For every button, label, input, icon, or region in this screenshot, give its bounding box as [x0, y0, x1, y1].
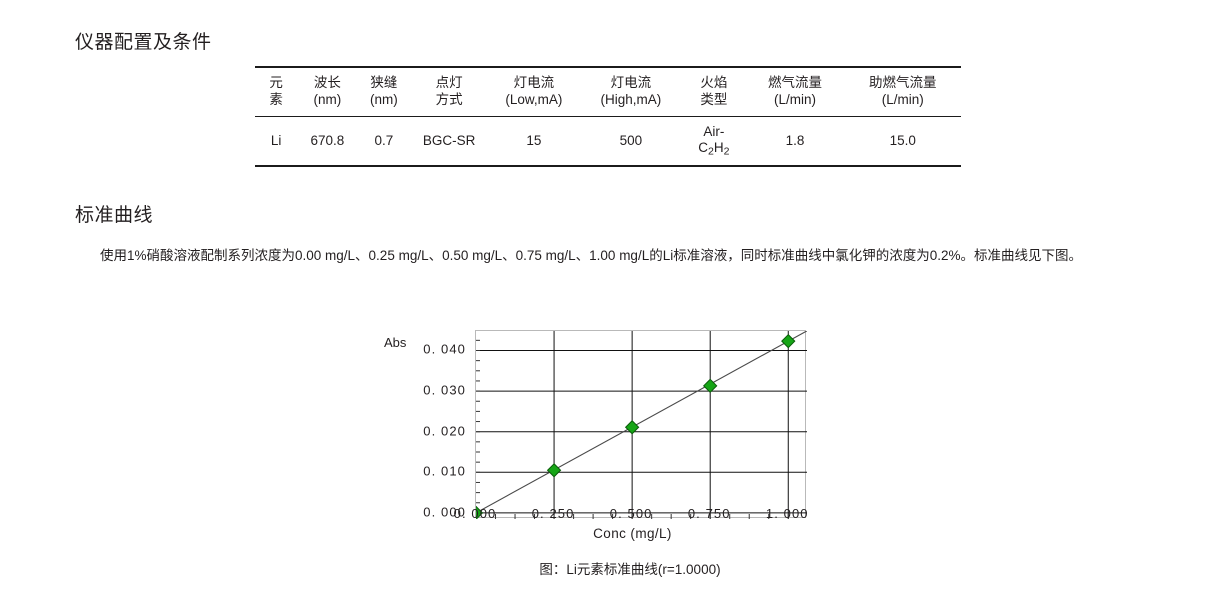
instrument-config-table: 元 素 波长 (nm) 狭缝 (nm) 点灯 方式 灯电流 (Low,mA) 灯… [255, 66, 961, 167]
cell-lamp-current-low: 15 [526, 132, 542, 148]
plot-svg [476, 331, 807, 519]
gridlines [476, 331, 807, 519]
cell-lamp-current-high: 500 [619, 132, 643, 148]
table-header-row: 元 素 波长 (nm) 狭缝 (nm) 点灯 方式 灯电流 (Low,mA) 灯… [255, 67, 961, 116]
table-header: 元 素 波长 (nm) 狭缝 (nm) 点灯 方式 灯电流 (Low,mA) 灯… [255, 67, 961, 116]
flame-type-formula: C2H2 [698, 139, 730, 158]
cell-wavelength: 670.8 [310, 132, 345, 148]
y-axis-title: Abs [384, 335, 407, 350]
y-axis-tick-label: 0. 020 [423, 423, 466, 439]
y-axis-tick-label: 0. 040 [423, 341, 466, 357]
figure-caption: 图：Li元素标准曲线(r=1.0000) [370, 558, 840, 578]
cell-oxidant-flow: 15.0 [889, 132, 916, 148]
x-axis-tick-label: 0. 750 [687, 506, 731, 521]
x-axis-tick-label: 0. 000 [453, 506, 497, 521]
column-header-wavelength: 波长 (nm) [313, 75, 342, 108]
column-header-fuel-flow: 燃气流量 (L/min) [768, 75, 823, 108]
column-header-lamp-mode: 点灯 方式 [435, 75, 463, 108]
cell-slit: 0.7 [374, 132, 394, 148]
column-header-slit: 狭缝 (nm) [369, 75, 398, 108]
x-axis-title-text: Conc (mg/L) [593, 526, 672, 541]
y-axis-tick-label: 0. 030 [423, 382, 466, 398]
x-axis-tick-label: 0. 250 [531, 506, 575, 521]
y-axis-tick-label: 0. 010 [423, 463, 466, 479]
x-axis-tick-label: 1. 000 [765, 506, 809, 521]
y-axis-tick-label: 0. 000 [423, 504, 466, 520]
formula-c: C [698, 139, 708, 155]
x-axis-tick-label: 0. 500 [609, 506, 653, 521]
x-axis-title: Conc (mg/L) [370, 526, 840, 541]
standard-curve-chart: Abs 0. 000 0. 010 0. 020 0. 030 0. 040 0. 00… [370, 320, 840, 590]
table-row: Li 670.8 0.7 BGC-SR 15 500 Air- C2H2 1.8 … [255, 116, 961, 166]
figure-caption-text: 图：Li元素标准曲线(r=1.0000) [539, 562, 721, 577]
column-header-lamp-current-low: 灯电流 (Low,mA) [505, 75, 563, 108]
page-title-instrument-config: 仪器配置及条件 [75, 32, 212, 53]
cell-fuel-flow: 1.8 [785, 132, 805, 148]
cell-lamp-mode: BGC-SR [422, 132, 476, 148]
formula-sub-2a: 2 [707, 145, 714, 158]
axis-minor-ticks [476, 339, 789, 519]
instrument-config-table-wrapper: 元 素 波长 (nm) 狭缝 (nm) 点灯 方式 灯电流 (Low,mA) 灯… [255, 66, 961, 167]
cell-element: Li [270, 132, 282, 148]
formula-h: H [713, 139, 724, 155]
formula-sub-2b: 2 [723, 145, 730, 158]
column-header-element: 元 素 [269, 75, 283, 108]
column-header-lamp-current-high: 灯电流 (High,mA) [600, 75, 662, 108]
cell-flame-type: Air- C2H2 [682, 116, 746, 166]
flame-type-line1: Air- [703, 123, 725, 139]
data-point-markers [476, 333, 796, 519]
column-header-flame-type: 火焰 类型 [700, 75, 728, 108]
page-title-standard-curve: 标准曲线 [75, 205, 154, 226]
standard-curve-description-paragraph: 使用1%硝酸溶液配制系列浓度为0.00 mg/L、0.25 mg/L、0.50 … [100, 248, 1082, 263]
column-header-oxidant-flow: 助燃气流量 (L/min) [868, 75, 937, 108]
table-body: Li 670.8 0.7 BGC-SR 15 500 Air- C2H2 1.8 … [255, 116, 961, 166]
regression-line [476, 331, 807, 514]
plot-frame [475, 330, 807, 519]
